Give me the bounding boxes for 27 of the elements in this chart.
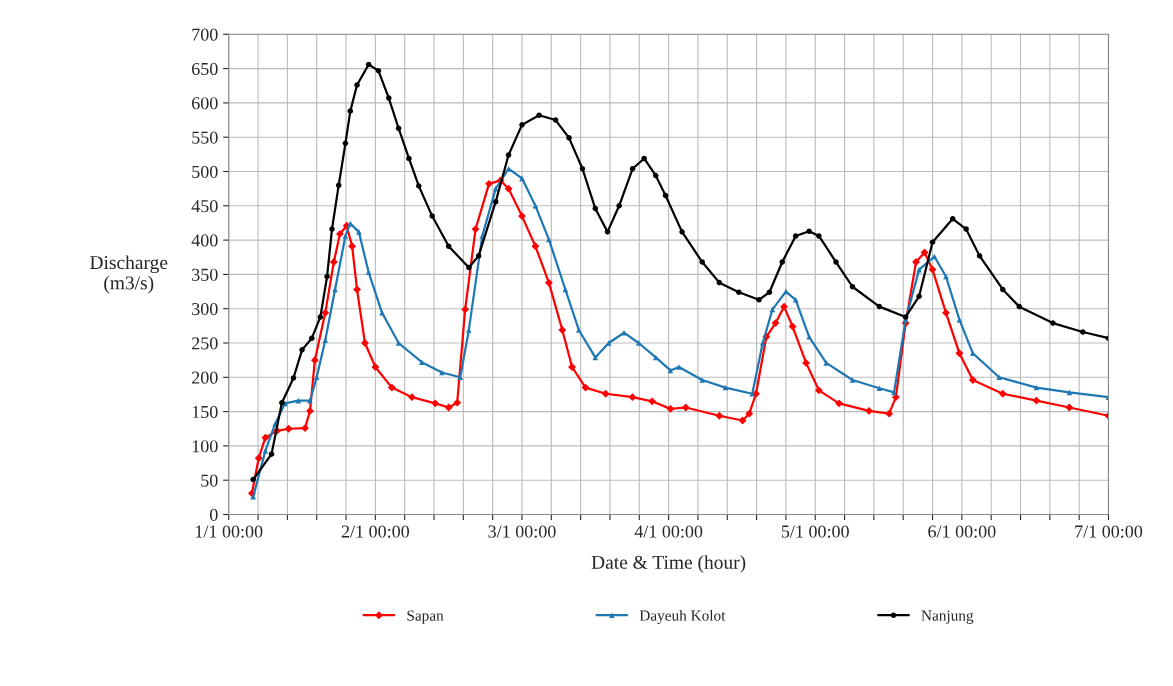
x-tick-label: 5/1 00:00: [781, 525, 849, 538]
x-axis-title: Date & Time (hour): [591, 555, 746, 573]
legend-label: Nanjung: [921, 610, 974, 624]
y-axis-title: Discharge (m3/s): [90, 255, 168, 294]
y-tick-label: 100: [192, 440, 218, 453]
y-tick-label: 500: [192, 165, 218, 178]
x-tick-label: 1/1 00:00: [195, 525, 263, 538]
y-tick-label: 200: [192, 371, 218, 384]
legend-label: Sapan: [407, 610, 444, 624]
y-tick-label: 600: [192, 97, 218, 110]
x-tick-label: 6/1 00:00: [928, 525, 996, 538]
y-tick-label: 50: [201, 474, 218, 487]
x-tick-label: 2/1 00:00: [341, 525, 410, 538]
legend-label: Dayeuh Kolot: [639, 609, 726, 624]
x-tick-label: 7/1 00:00: [1075, 525, 1143, 538]
y-tick-label: 0: [209, 508, 218, 521]
y-tick-label: 450: [191, 200, 218, 213]
y-tick-label: 350: [192, 268, 218, 281]
x-tick-label: 3/1 00:00: [488, 525, 556, 538]
y-tick-label: 150: [192, 405, 218, 419]
y-tick-label: 650: [192, 62, 218, 76]
y-tick-label: 300: [192, 302, 218, 316]
x-tick-label: 4/1 00:00: [634, 525, 703, 538]
y-tick-label: 700: [192, 28, 218, 41]
y-tick-label: 250: [192, 337, 218, 350]
y-tick-label: 550: [192, 131, 218, 144]
y-tick-label: 400: [191, 234, 218, 247]
